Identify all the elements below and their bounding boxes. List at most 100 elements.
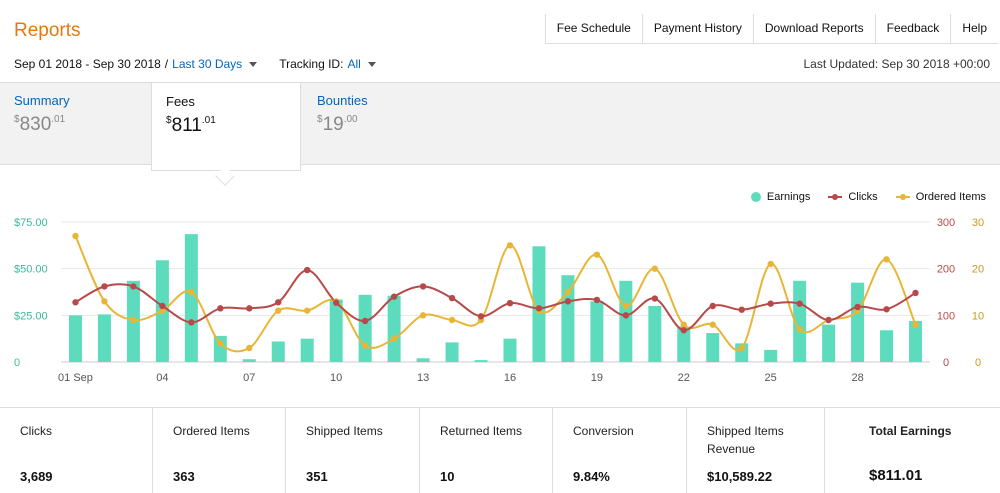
y-left-tick-label: $25.00 xyxy=(14,310,48,322)
ordered-items-point xyxy=(912,321,919,328)
ordered-items-point xyxy=(709,321,716,328)
earnings-bar xyxy=(648,306,662,362)
tracking-id-dropdown[interactable]: All xyxy=(347,57,376,71)
ordered-items-point xyxy=(593,251,601,258)
legend-ordered-items[interactable]: Ordered Items xyxy=(895,191,986,203)
metric-total-earnings: Total Earnings $811.01 xyxy=(825,408,1000,493)
ordered-items-point xyxy=(188,288,195,296)
legend-earnings-swatch xyxy=(750,192,761,202)
payment-history-button[interactable]: Payment History xyxy=(641,14,753,43)
clicks-point xyxy=(304,266,311,274)
earnings-bar xyxy=(677,326,691,362)
tab-summary-value: $830.01 xyxy=(14,114,66,135)
tab-bounties[interactable]: Bounties $19.00 xyxy=(303,82,453,170)
ordered-items-point xyxy=(101,298,108,305)
metric-shipped-items: Shipped Items 351 xyxy=(286,408,420,493)
earnings-bar xyxy=(445,342,459,362)
x-tick-label: 07 xyxy=(243,372,255,384)
ordered-items-point xyxy=(390,335,398,342)
metric-shipped-revenue-label: Shipped Items Revenue xyxy=(707,424,784,456)
x-tick-label: 01 Sep xyxy=(58,372,93,384)
y-right-clicks-tick-label: 300 xyxy=(937,217,955,229)
metric-conversion-label: Conversion xyxy=(573,424,634,438)
earnings-bar xyxy=(329,299,343,362)
tab-summary[interactable]: Summary $830.01 xyxy=(0,82,151,170)
ordered-items-point xyxy=(738,344,745,352)
clicks-point xyxy=(448,294,456,302)
earnings-bar xyxy=(793,280,807,362)
ordered-items-point xyxy=(622,302,630,310)
caret-down-icon xyxy=(367,62,376,67)
x-tick-label: 22 xyxy=(678,372,690,384)
help-button[interactable]: Help xyxy=(950,14,998,43)
clicks-point xyxy=(275,299,282,306)
y-right-clicks-tick-label: 0 xyxy=(943,357,949,369)
metric-clicks: Clicks 3,689 xyxy=(0,408,153,493)
download-reports-button[interactable]: Download Reports xyxy=(752,14,875,43)
earnings-bar xyxy=(358,294,372,362)
clicks-point xyxy=(593,296,601,304)
ordered-items-point xyxy=(883,256,890,263)
clicks-point xyxy=(680,327,687,334)
clicks-point xyxy=(332,299,340,306)
ordered-items-point xyxy=(130,316,137,324)
legend-earnings[interactable]: Earnings xyxy=(750,191,810,203)
metric-shipped-revenue: Shipped Items Revenue $10,589.22 xyxy=(687,408,825,493)
page-title: Reports xyxy=(14,20,81,41)
y-right-clicks-tick-label: 200 xyxy=(937,264,955,276)
clicks-point xyxy=(767,300,774,307)
earnings-bar xyxy=(619,280,633,362)
x-tick-label: 25 xyxy=(765,372,777,384)
metric-total-earnings-label: Total Earnings xyxy=(869,424,952,438)
tab-fees[interactable]: Fees $811.01 xyxy=(151,82,301,171)
metric-ordered-items-label: Ordered Items xyxy=(173,424,250,438)
earnings-bar xyxy=(822,324,836,362)
earnings-bar xyxy=(851,282,865,362)
tracking-label: Tracking ID: xyxy=(279,57,344,71)
clicks-point xyxy=(854,303,861,311)
metrics-bar: Clicks 3,689 Ordered Items 363 Shipped I… xyxy=(0,407,1000,493)
tab-bounties-value: $19.00 xyxy=(317,114,358,135)
ordered-items-point xyxy=(304,307,311,314)
earnings-bar xyxy=(909,320,923,362)
ordered-items-point xyxy=(419,312,427,319)
ordered-items-point xyxy=(680,321,687,328)
feedback-button[interactable]: Feedback xyxy=(874,14,951,43)
earnings-bar xyxy=(561,275,575,362)
ordered-items-point xyxy=(246,344,253,352)
earnings-bar xyxy=(213,335,227,362)
legend-clicks-swatch xyxy=(828,192,843,202)
y-right-items-tick-label: 10 xyxy=(972,310,984,322)
legend-ordered-items-label: Ordered Items xyxy=(915,191,986,203)
clicks-point xyxy=(130,283,137,290)
metric-clicks-label: Clicks xyxy=(20,424,52,438)
tab-summary-label: Summary xyxy=(14,93,70,108)
earnings-bar xyxy=(735,343,749,362)
metric-returned-items-label: Returned Items xyxy=(440,424,523,438)
range-separator: / xyxy=(164,57,169,71)
earnings-bar xyxy=(68,315,82,362)
metric-conversion: Conversion 9.84% xyxy=(553,408,687,493)
clicks-point xyxy=(390,293,398,300)
legend-clicks[interactable]: Clicks xyxy=(828,191,878,203)
ordered-items-point xyxy=(564,288,572,296)
earnings-bar xyxy=(387,295,401,362)
earnings-bar xyxy=(97,314,111,362)
x-tick-label: 13 xyxy=(417,372,429,384)
x-tick-label: 10 xyxy=(330,372,342,384)
clicks-point xyxy=(506,300,514,307)
metric-clicks-value: 3,689 xyxy=(20,469,53,484)
metric-ordered-items-value: 363 xyxy=(173,469,195,484)
clicks-point xyxy=(564,298,572,305)
earnings-bar xyxy=(532,246,546,362)
clicks-point xyxy=(72,299,79,306)
tab-bounties-label: Bounties xyxy=(317,93,368,108)
date-range-selected: Last 30 Days xyxy=(172,57,243,71)
date-range-dropdown[interactable]: Last 30 Days xyxy=(172,57,258,71)
clicks-point xyxy=(651,295,659,302)
x-tick-label: 16 xyxy=(504,372,516,384)
fee-schedule-button[interactable]: Fee Schedule xyxy=(544,14,642,43)
clicks-point xyxy=(419,283,427,290)
earnings-bar xyxy=(242,359,256,362)
